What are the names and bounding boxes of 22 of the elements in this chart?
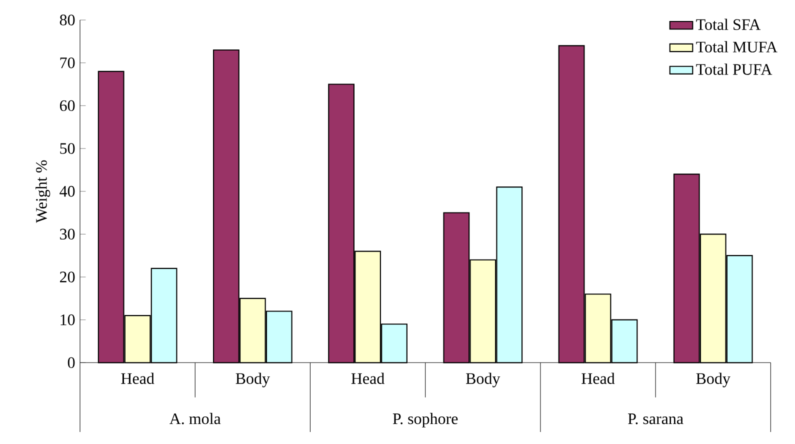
legend-label: Total SFA [696,18,761,30]
legend-label: Total PUFA [696,64,772,75]
y-axis-title: Weight % [36,160,50,223]
text: A. mola [169,412,221,424]
x-tick-label: Body [236,372,270,388]
y-tick-label: 0 [68,357,75,368]
text: P. sophore [392,412,458,428]
x-tick-label: Body [466,372,500,388]
legend-label: Total MUFA [696,41,778,52]
text: P. sarana [628,414,684,424]
x-tick-label: Head [351,372,384,384]
y-tick-label: 20 [60,272,75,282]
y-tick-label: 30 [60,228,75,240]
y-tick-label: 10 [60,314,75,326]
x-tick-label: Head [121,372,154,384]
x-tick-label: Body [696,372,730,388]
y-tick-label: 60 [60,100,75,112]
x-tick-label: Head [582,372,615,384]
y-tick-label: 80 [60,14,75,26]
y-tick-label: 40 [60,186,75,197]
y-tick-label: 50 [60,143,75,154]
y-tick-label: 70 [60,57,75,68]
